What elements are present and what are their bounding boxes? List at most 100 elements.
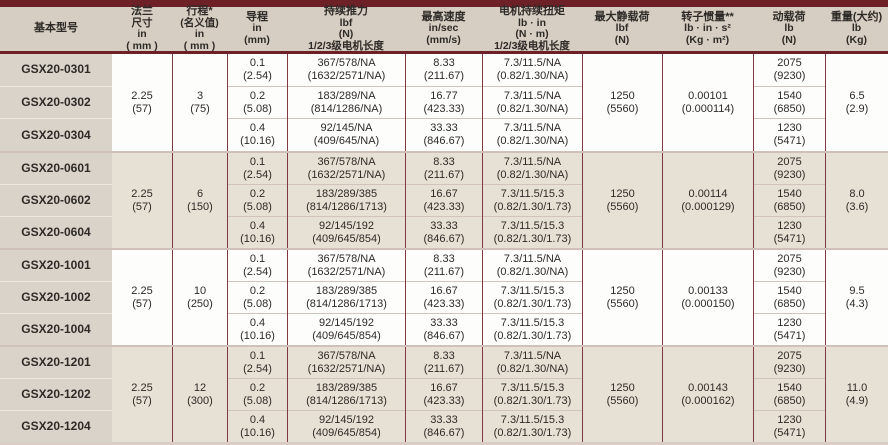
flange-line: (57) (132, 297, 152, 310)
dynamic-load-line: 1230 (777, 219, 802, 232)
torque-column: 7.3/11.5/NA (0.82/1.30/NA) 7.3/11.5/NA (0.8… (482, 54, 582, 151)
lead-cell: 0.1 (2.54) (228, 347, 287, 378)
speed-cell: 8.33 (211.67) (406, 153, 482, 184)
static-load-line: 1250 (610, 89, 635, 102)
lead-line: (2.54) (243, 265, 272, 278)
static-load-line: 1250 (610, 187, 635, 200)
column-header-inertia-line: 转子惯量** (681, 10, 734, 23)
speed-cell: 16.67 (423.33) (406, 378, 482, 410)
speed-line: 8.33 (433, 56, 455, 69)
dynamic-load-cell: 1230 (5471) (754, 313, 825, 345)
model-cell: GSX20-0602 (0, 184, 112, 216)
model-column: GSX20-1201 GSX20-1202 GSX20-1204 (0, 347, 112, 442)
lead-cell: 0.4 (10.16) (228, 313, 287, 345)
lead-column: 0.1 (2.54) 0.2 (5.08) 0.4 (10.16) (227, 54, 287, 151)
static-load-line: (5560) (606, 102, 639, 115)
model-group: GSX20-0301 GSX20-0302 GSX20-0304 2.25 (57) 3(… (0, 54, 888, 151)
lead-cell: 0.4 (10.16) (228, 118, 287, 151)
torque-column: 7.3/11.5/NA (0.82/1.30/NA) 7.3/11.5/15.3 (0… (482, 250, 582, 345)
model-label: GSX20-0602 (21, 193, 91, 207)
torque-cell: 7.3/11.5/NA (0.82/1.30/NA) (483, 153, 582, 184)
inertia-line: (0.000162) (681, 394, 735, 407)
stroke-merged-cell: 3 (75) (172, 54, 227, 151)
column-header-dynamic-load-line: lb (784, 22, 794, 35)
torque-line: 7.3/11.5/NA (503, 349, 562, 362)
speed-cell: 33.33 (846.67) (406, 118, 482, 151)
speed-cell: 16.67 (423.33) (406, 281, 482, 313)
thrust-line: (1632/2571/NA) (307, 265, 386, 278)
lead-line: 0.2 (249, 187, 266, 200)
torque-line: 7.3/11.5/NA (503, 155, 562, 168)
inertia-line: (0.000150) (681, 297, 735, 310)
speed-line: 33.33 (430, 413, 458, 426)
thrust-line: 183/289/385 (315, 187, 378, 200)
lead-line: 0.4 (249, 316, 266, 329)
weight-line: 11.0 (846, 381, 868, 394)
thrust-line: 92/145/192 (318, 219, 375, 232)
column-header-torque-line: lb · in (518, 16, 546, 29)
lead-line: (10.16) (240, 426, 275, 439)
speed-cell: 33.33 (846.67) (406, 313, 482, 345)
thrust-cell: 367/578/NA (1632/2571/NA) (288, 153, 405, 184)
torque-line: 7.3/11.5/NA (503, 56, 562, 69)
dynamic-load-line: (6850) (773, 394, 806, 407)
static-load-line: (5560) (606, 200, 639, 213)
dynamic-load-line: 1540 (777, 187, 802, 200)
torque-line: 7.3/11.5/NA (503, 252, 562, 265)
dynamic-load-line: 1540 (777, 381, 802, 394)
speed-line: (423.33) (423, 394, 465, 407)
column-header-flange-line: 法兰 (131, 5, 153, 17)
dynamic-load-column: 2075 (9230) 1540 (6850) 1230 (5471) (753, 347, 825, 442)
speed-line: 16.77 (430, 89, 458, 102)
column-header-inertia: 转子惯量** lb · in · s² (Kg · m²) (662, 7, 753, 51)
table-header-row: 基本型号 法兰 尺寸 in( mm ) 行程* (名义值) in( mm ) 导程 in (mm)… (0, 5, 888, 54)
model-label: GSX20-1002 (21, 290, 91, 304)
thrust-line: (814/1286/NA) (310, 102, 383, 115)
column-header-static-load-line: (N) (614, 33, 630, 46)
dynamic-load-line: 2075 (777, 349, 802, 362)
thrust-line: (814/1286/1713) (306, 297, 387, 310)
column-header-weight-line: lb (851, 22, 862, 35)
speed-line: (211.67) (423, 265, 465, 278)
speed-line: 8.33 (433, 155, 455, 168)
thrust-cell: 92/145/192 (409/645/854) (288, 313, 405, 345)
thrust-cell: 183/289/385 (814/1286/1713) (288, 184, 405, 216)
column-header-weight-line: (Kg) (846, 33, 867, 46)
thrust-cell: 183/289/385 (814/1286/1713) (288, 281, 405, 313)
model-label: GSX20-1001 (21, 258, 91, 272)
column-header-speed-line: (mm/s) (426, 33, 461, 46)
column-header-static-load: 最大静载荷 lbf (N) (582, 7, 662, 51)
torque-line: (0.82/1.30/NA) (496, 135, 569, 148)
weight-merged-cell: 8.0 (3.6) (825, 153, 888, 248)
torque-line: 7.3/11.5/15.3 (500, 381, 565, 394)
column-header-speed-line: 最高速度 (421, 10, 466, 23)
lead-cell: 0.2 (5.08) (228, 184, 287, 216)
torque-line: 7.3/11.5/15.3 (500, 187, 565, 200)
lead-line: 0.4 (249, 219, 266, 232)
thrust-cell: 92/145/192 (409/645/854) (288, 216, 405, 248)
model-group: GSX20-1001 GSX20-1002 GSX20-1004 2.25 (57) 10… (0, 248, 888, 345)
inertia-merged-cell: 0.00101 (0.000114) (662, 54, 753, 151)
torque-cell: 7.3/11.5/15.3 (0.82/1.30/1.73) (483, 313, 582, 345)
model-cell: GSX20-1004 (0, 313, 112, 345)
column-header-inertia-line: (Kg · m²) (685, 33, 730, 46)
column-header-stroke: 行程* (名义值) in( mm ) (172, 5, 227, 51)
dynamic-load-line: (5471) (773, 232, 806, 245)
lead-line: 0.4 (249, 413, 266, 426)
speed-line: (846.67) (423, 232, 465, 245)
flange-line: 2.25 (131, 284, 153, 297)
dynamic-load-cell: 2075 (9230) (754, 347, 825, 378)
column-header-flange: 法兰 尺寸 in( mm ) (112, 5, 172, 51)
torque-line: (0.82/1.30/1.73) (493, 394, 572, 407)
thrust-line: 92/145/192 (318, 316, 375, 329)
lead-line: 0.2 (249, 284, 266, 297)
thrust-column: 367/578/NA (1632/2571/NA) 183/289/385 (814/… (287, 153, 405, 248)
thrust-cell: 92/145/NA (409/645/NA) (288, 118, 405, 151)
model-cell: GSX20-1002 (0, 281, 112, 313)
weight-line: (4.3) (845, 297, 869, 310)
torque-line: 7.3/11.5/15.3 (500, 413, 565, 426)
speed-column: 8.33 (211.67) 16.67 (423.33) 33.33 (846.67) (405, 153, 482, 248)
dynamic-load-line: (9230) (773, 168, 806, 181)
stroke-line: (150) (187, 200, 213, 213)
